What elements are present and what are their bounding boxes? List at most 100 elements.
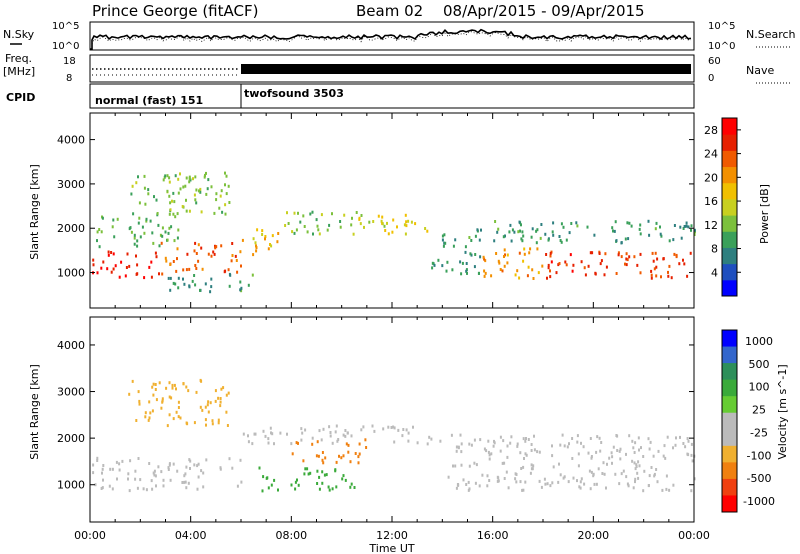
data-cell-11-477 (613, 229, 616, 233)
data-cell-11-496 (659, 232, 662, 236)
data-cell-5-466 (631, 439, 634, 443)
data-cell-3-104 (98, 245, 101, 249)
data-cell-5-387 (558, 462, 560, 466)
velocity-colorbar-swatch-3 (722, 379, 737, 397)
data-cell-5-312 (488, 479, 491, 482)
data-cell-5-413 (619, 457, 622, 461)
noise-sky-trace (90, 28, 692, 50)
data-cell-10-386 (617, 251, 620, 255)
data-cell-6-265 (317, 228, 320, 232)
data-cell-3-182 (349, 485, 352, 489)
data-cell-6-259 (331, 212, 333, 216)
data-cell-5-410 (655, 468, 658, 471)
data-cell-10-427 (580, 260, 583, 264)
data-cell-10-443 (678, 262, 681, 266)
data-cell-8-332 (441, 238, 444, 242)
data-cell-11-524 (576, 224, 579, 228)
data-cell-1-59 (234, 254, 237, 258)
data-cell-0-7 (169, 478, 172, 482)
y-tick-label-2: 3000 (57, 386, 85, 399)
data-cell-1-68 (169, 263, 172, 266)
data-cell-4-269 (405, 428, 408, 432)
data-cell-0-58 (172, 462, 175, 466)
data-cell-1-121 (172, 417, 175, 421)
data-cell-11-499 (544, 232, 547, 236)
noise-sky-label: N.Sky (3, 28, 35, 41)
data-cell-0-34 (185, 486, 188, 490)
data-cell-10-448 (670, 276, 673, 280)
data-cell-5-455 (530, 463, 533, 467)
data-cell-11-520 (509, 223, 512, 227)
data-cell-5-282 (551, 444, 553, 448)
data-cell-0-10 (236, 484, 239, 488)
data-cell-3-96 (116, 217, 119, 221)
data-cell-4-138 (147, 188, 150, 192)
velocity-data-cells (92, 378, 696, 493)
data-cell-5-436 (460, 442, 463, 446)
data-cell-0-32 (101, 467, 104, 471)
data-cell-4-265 (439, 439, 442, 443)
data-cell-11-486 (559, 239, 562, 242)
data-cell-5-443 (557, 480, 560, 484)
data-cell-4-152 (225, 192, 228, 196)
data-cell-1-78 (206, 403, 209, 407)
data-cell-8-341 (441, 234, 444, 238)
data-cell-10-447 (564, 260, 567, 264)
data-cell-5-325 (642, 455, 645, 458)
data-cell-2-169 (316, 440, 319, 444)
data-cell-4-173 (168, 176, 171, 180)
data-cell-2-175 (340, 456, 343, 460)
data-cell-5-306 (516, 444, 519, 448)
data-cell-4-263 (428, 435, 431, 439)
data-cell-5-323 (467, 480, 470, 484)
data-cell-10-419 (686, 274, 689, 278)
noise-left-tick-bottom: 10^0 (52, 41, 79, 52)
data-cell-4-249 (269, 426, 272, 430)
data-cell-0-66 (189, 467, 191, 470)
data-cell-1-61 (176, 247, 179, 251)
data-cell-9-354 (497, 259, 500, 263)
data-cell-5-506 (488, 457, 491, 461)
data-cell-0-73 (139, 478, 142, 482)
data-cell-1-69 (161, 272, 164, 276)
data-cell-5-329 (614, 472, 617, 476)
data-cell-11-494 (624, 237, 627, 241)
data-cell-10-412 (546, 276, 548, 280)
data-cell-5-497 (493, 441, 496, 445)
data-cell-8-333 (478, 238, 481, 242)
data-cell-0-70 (184, 480, 187, 484)
data-cell-8-331 (461, 261, 464, 265)
data-cell-4-194 (203, 175, 206, 179)
data-cell-10-394 (571, 269, 574, 273)
data-cell-4-233 (320, 438, 323, 442)
data-cell-4-186 (162, 178, 165, 182)
data-cell-8-306 (446, 260, 449, 264)
data-cell-0-61 (96, 456, 99, 460)
data-cell-1-94 (154, 383, 157, 386)
data-cell-5-384 (492, 444, 495, 448)
power-colorbar-label-1: 8 (711, 243, 718, 256)
power-colorbar: 4 8 12 16 20 24 28 (704, 117, 741, 297)
data-cell-1-72 (194, 264, 197, 267)
data-cell-4-182 (224, 203, 227, 207)
data-cell-4-197 (210, 185, 213, 189)
data-cell-2-82 (270, 244, 273, 248)
data-cell-0-11 (92, 258, 95, 262)
data-cell-6-249 (320, 213, 323, 217)
data-cell-1-86 (175, 387, 177, 391)
data-cell-0-38 (111, 487, 114, 491)
data-cell-4-219 (360, 428, 363, 432)
data-cell-9-376 (522, 259, 525, 263)
data-cell-0-47 (134, 477, 137, 481)
data-cell-0-18 (108, 484, 111, 488)
data-cell-1-55 (223, 270, 226, 274)
data-cell-4-250 (390, 426, 393, 429)
data-cell-5-393 (672, 483, 675, 487)
data-cell-6-258 (352, 232, 355, 236)
data-cell-1-52 (193, 249, 196, 253)
data-cell-10-437 (650, 276, 653, 280)
data-cell-5-220 (174, 282, 177, 286)
data-cell-5-281 (530, 449, 533, 452)
data-cell-11-478 (560, 222, 563, 226)
